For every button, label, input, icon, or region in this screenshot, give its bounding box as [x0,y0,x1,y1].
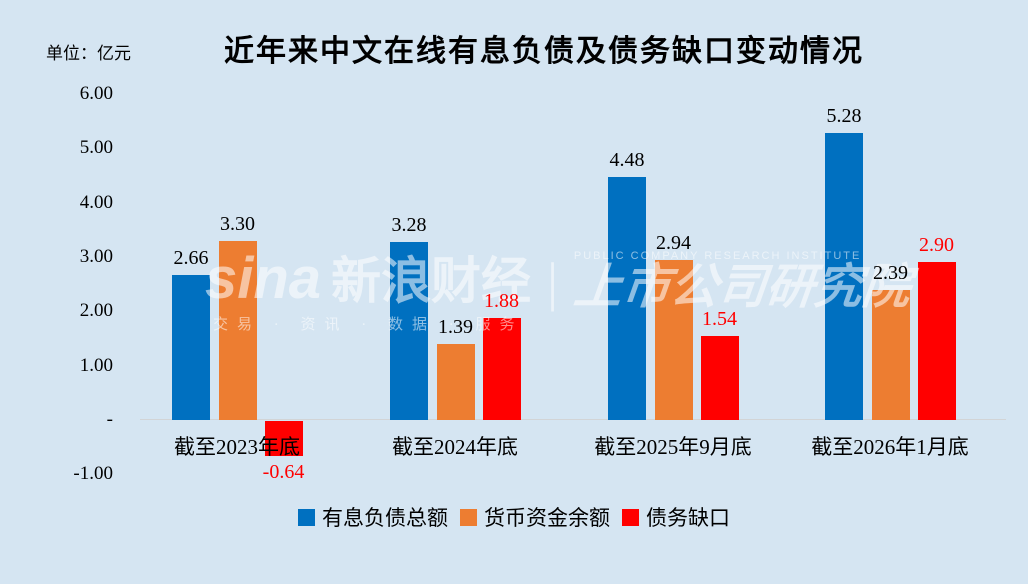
legend: 有息负债总额 货币资金余额 债务缺口 [0,502,1028,532]
value-label: 2.39 [873,262,908,285]
y-tick-label: 5.00 [79,137,113,159]
y-tick-label: 3.00 [79,246,113,267]
value-label: 1.88 [484,289,519,312]
unit-label: 单位：亿元 [46,44,131,63]
y-tick-label: -1.00 [73,463,113,485]
y-tick-label: 2.00 [79,300,113,322]
category-label: 截至2024年底 [392,435,518,459]
value-label: 3.28 [391,213,427,236]
watermark-divider: | [547,252,558,312]
bar-债务缺口-截至2026年1月底 [917,262,956,420]
y-tick-label: 1.00 [79,354,113,376]
bar-货币资金余额-截至2023年底 [218,240,257,420]
legend-swatch [460,508,477,526]
y-tick-label: - [106,409,113,430]
category-label: 截至2025年9月底 [594,435,752,459]
bar-有息负债总额-截至2023年底 [172,275,210,420]
legend-item-债务缺口: 债务缺口 [622,502,730,532]
legend-item-有息负债总额: 有息负债总额 [298,502,448,532]
value-label: 1.39 [438,316,473,339]
legend-swatch [622,508,639,526]
value-label: 5.28 [826,105,862,128]
bar-有息负债总额-截至2024年底 [390,241,428,420]
x-axis-line [140,419,1006,420]
bar-货币资金余额-截至2025年9月底 [654,260,693,420]
bar-货币资金余额-截至2026年1月底 [871,290,910,420]
value-label: 2.90 [919,234,954,257]
bar-债务缺口-截至2025年9月底 [700,336,739,420]
y-tick-label: 6.00 [79,83,113,105]
footer: sina 新浪财经 交易 · 资讯 · 数据 · 服务 PUBLIC COMPA… [0,534,1028,584]
category-label: 截至2026年1月底 [811,435,969,459]
bar-有息负债总额-截至2025年9月底 [608,176,646,420]
category-label: 截至2023年底 [174,435,300,459]
legend-label: 债务缺口 [646,506,730,530]
legend-label: 货币资金余额 [484,506,610,530]
bar-有息负债总额-截至2026年1月底 [825,133,863,420]
legend-swatch [298,508,315,526]
value-label: 2.66 [173,247,209,270]
bar-货币资金余额-截至2024年底 [436,344,475,420]
y-tick-label: 4.00 [79,191,113,213]
value-label: 4.48 [609,148,645,171]
legend-label: 有息负债总额 [322,506,448,530]
bar-债务缺口-截至2024年底 [482,317,521,420]
value-label: -0.64 [262,460,305,483]
bar-债务缺口-截至2023年底 [264,421,303,456]
value-label: 1.54 [702,308,737,331]
sina-watermark: sina 新浪财经 交易 · 资讯 · 数据 · 服务 | PUBLIC COM… [205,250,913,334]
value-label: 3.30 [220,212,255,235]
legend-item-货币资金余额: 货币资金余额 [460,502,610,532]
value-label: 2.94 [656,232,691,255]
chart-title: 近年来中文在线有息负债及债务缺口变动情况 [224,35,864,68]
